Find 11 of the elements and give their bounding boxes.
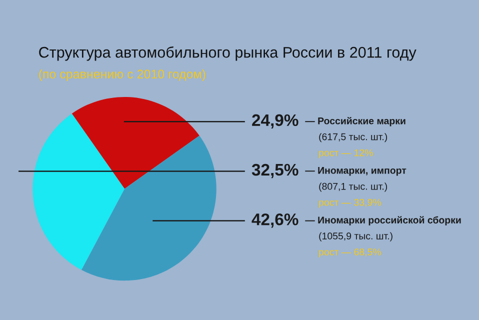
text: рост — 12% bbox=[319, 149, 373, 158]
slice-label: 42,6% — Иномарки российской сборки (1055,9 тыс. шт.) bbox=[252, 213, 461, 242]
pie-slice bbox=[72, 97, 200, 189]
pie-slice bbox=[32, 114, 125, 270]
text: рост — 68,5% bbox=[319, 248, 382, 258]
text: рост — 33,9% bbox=[319, 198, 382, 208]
chart-title: Структура автомобильного рынка России в 2011 году bbox=[39, 46, 416, 61]
slice-label: 24,9% — Российские марки (617,5 тыс. шт.) bbox=[252, 114, 406, 142]
slice-label: 32,5% — Иномарки, импорт (807,1 тыс. шт.) bbox=[252, 164, 406, 192]
pie-slice bbox=[81, 136, 216, 281]
chart-subtitle: (по сравнению с 2010 годом) bbox=[39, 69, 206, 81]
